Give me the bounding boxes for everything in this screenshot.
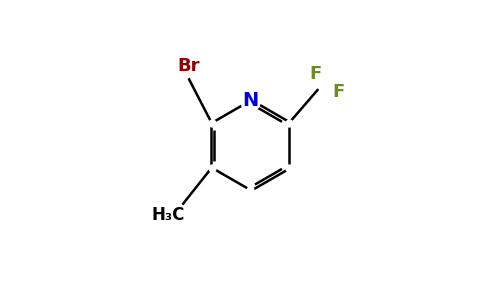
Text: Br: Br xyxy=(177,57,200,75)
Text: F: F xyxy=(309,65,321,83)
Text: H₃C: H₃C xyxy=(152,206,185,224)
Text: N: N xyxy=(242,91,258,110)
Text: F: F xyxy=(332,83,345,101)
